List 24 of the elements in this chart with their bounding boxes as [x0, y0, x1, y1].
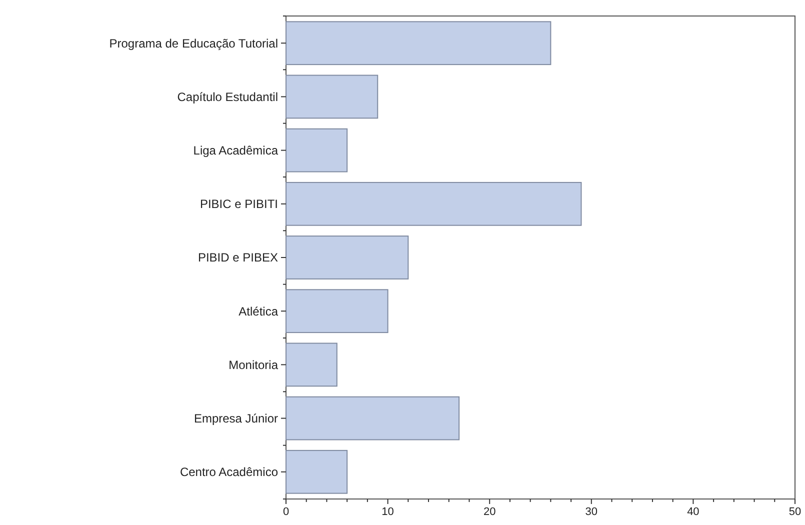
x-tick-label: 20 — [483, 506, 496, 518]
y-tick-label: PIBID e PIBEX — [198, 250, 278, 265]
x-tick-label: 40 — [687, 506, 700, 518]
y-tick-label: Liga Acadêmica — [193, 144, 278, 158]
y-tick-label: Centro Acadêmico — [180, 465, 278, 480]
bar — [286, 289, 388, 334]
x-tick-label: 30 — [585, 506, 598, 518]
y-tick-label: Monitoria — [228, 358, 278, 372]
bar — [286, 21, 552, 66]
y-tick-label: Capítulo Estudantil — [177, 90, 278, 104]
bar — [286, 236, 409, 280]
bar — [286, 74, 378, 119]
x-tick-label: 0 — [282, 506, 290, 518]
x-tick-label: 50 — [788, 506, 802, 518]
y-tick-label: Atlética — [238, 304, 278, 318]
bar — [286, 128, 348, 172]
x-tick-label: 10 — [382, 506, 394, 518]
y-tick-label: Empresa Júnior — [194, 411, 278, 426]
y-tick-label: PIBIC e PIBITI — [200, 197, 278, 212]
y-tick-label: Programa de Educação Tutorial — [109, 36, 278, 50]
bar — [286, 396, 460, 440]
bar — [286, 182, 582, 226]
bar — [286, 450, 348, 494]
bar — [286, 342, 338, 387]
